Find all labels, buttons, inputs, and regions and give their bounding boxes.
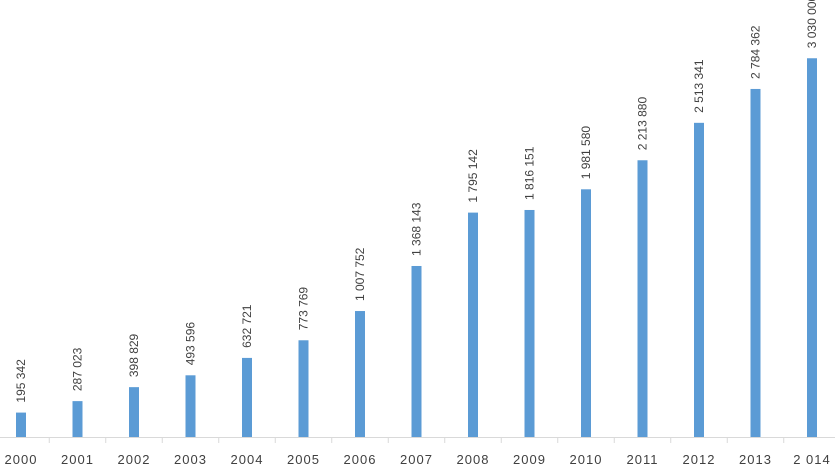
x-tick-label: 2012 bbox=[683, 452, 716, 465]
data-label: 632 721 bbox=[240, 304, 254, 348]
bar-2007 bbox=[411, 265, 422, 437]
data-label: 287 023 bbox=[71, 347, 85, 391]
data-label: 1 368 143 bbox=[410, 202, 424, 256]
data-labels-group: 195 342 287 023 398 829 493 596 632 721 773 7… bbox=[14, 0, 819, 403]
bar-2002 bbox=[129, 387, 139, 437]
bar-2010 bbox=[581, 189, 591, 437]
x-tick-label: 2002 bbox=[118, 452, 151, 465]
data-label: 773 769 bbox=[297, 287, 311, 331]
data-label: 195 342 bbox=[14, 359, 28, 403]
data-label: 2 213 880 bbox=[636, 97, 650, 151]
data-label: 2 784 362 bbox=[749, 25, 763, 79]
x-tick-label: 2013 bbox=[739, 452, 772, 465]
data-label: 1 007 752 bbox=[353, 247, 367, 301]
x-tick-labels-group: 2000 2001 2002 2003 2004 2005 2006 2007 2008 2009… bbox=[5, 452, 831, 465]
x-ticks-group bbox=[48, 437, 785, 443]
x-tick-label: 2005 bbox=[287, 452, 320, 465]
bar-2012 bbox=[694, 122, 704, 438]
bars-group bbox=[16, 58, 817, 438]
data-label: 493 596 bbox=[184, 322, 198, 366]
bar-2004 bbox=[242, 357, 252, 437]
bar-2005 bbox=[298, 340, 309, 437]
x-tick-label: 2010 bbox=[570, 452, 603, 465]
data-label: 398 829 bbox=[127, 333, 141, 377]
x-tick-label: 2011 bbox=[627, 452, 659, 465]
data-label: 2 513 341 bbox=[692, 59, 706, 113]
bar-2006 bbox=[355, 311, 365, 437]
x-tick-label: 2004 bbox=[231, 452, 264, 465]
x-tick-label: 2007 bbox=[400, 452, 433, 465]
bar-2009 bbox=[524, 209, 535, 437]
bar-2003 bbox=[185, 375, 196, 437]
x-tick-label: 2006 bbox=[344, 452, 377, 465]
bar-2001 bbox=[72, 401, 83, 437]
bar-2000 bbox=[16, 412, 26, 437]
x-tick-label: 2008 bbox=[457, 452, 490, 465]
bar-2011 bbox=[637, 160, 648, 437]
x-tick-label: 2 014 bbox=[793, 452, 831, 465]
data-label: 1 816 151 bbox=[523, 146, 537, 200]
bar-2014 bbox=[807, 58, 817, 437]
x-tick-label: 2009 bbox=[513, 452, 546, 465]
bar-2008 bbox=[468, 212, 478, 437]
data-label: 1 795 142 bbox=[466, 149, 480, 203]
x-tick-label: 2003 bbox=[174, 452, 207, 465]
data-label: 3 030 000 bbox=[805, 0, 819, 48]
data-label: 1 981 580 bbox=[579, 126, 593, 180]
x-tick-label: 2000 bbox=[5, 452, 38, 465]
bar-2013 bbox=[750, 88, 761, 438]
x-tick-label: 2001 bbox=[61, 452, 94, 465]
